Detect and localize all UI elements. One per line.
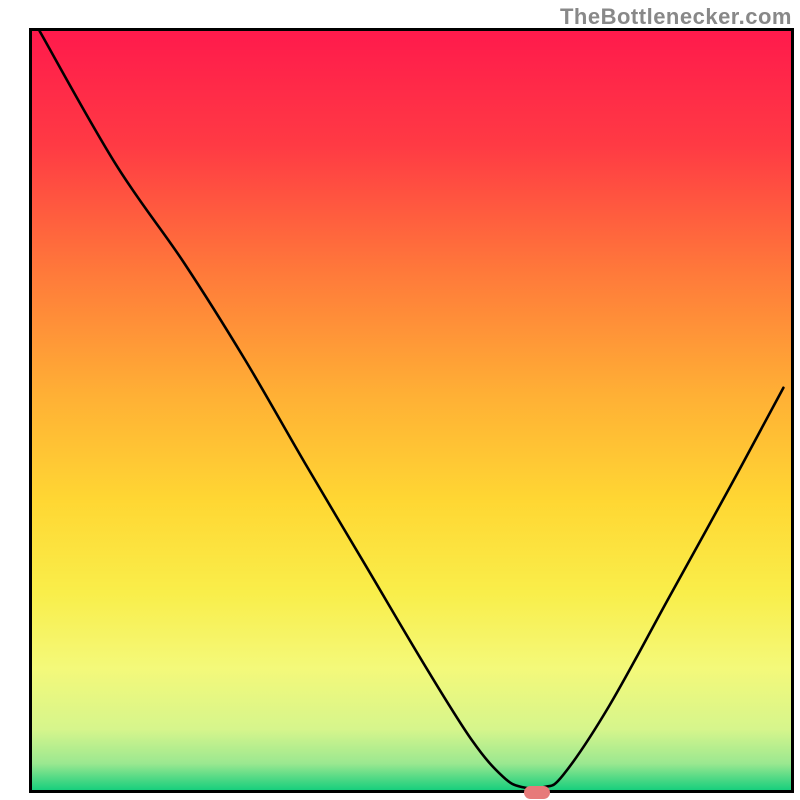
curve-layer (32, 31, 791, 790)
bottleneck-curve-path (40, 31, 784, 789)
optimal-marker (524, 786, 550, 799)
plot-area (29, 28, 794, 793)
watermark-text: TheBottlenecker.com (560, 4, 792, 30)
bottleneck-chart: TheBottlenecker.com (0, 0, 800, 800)
